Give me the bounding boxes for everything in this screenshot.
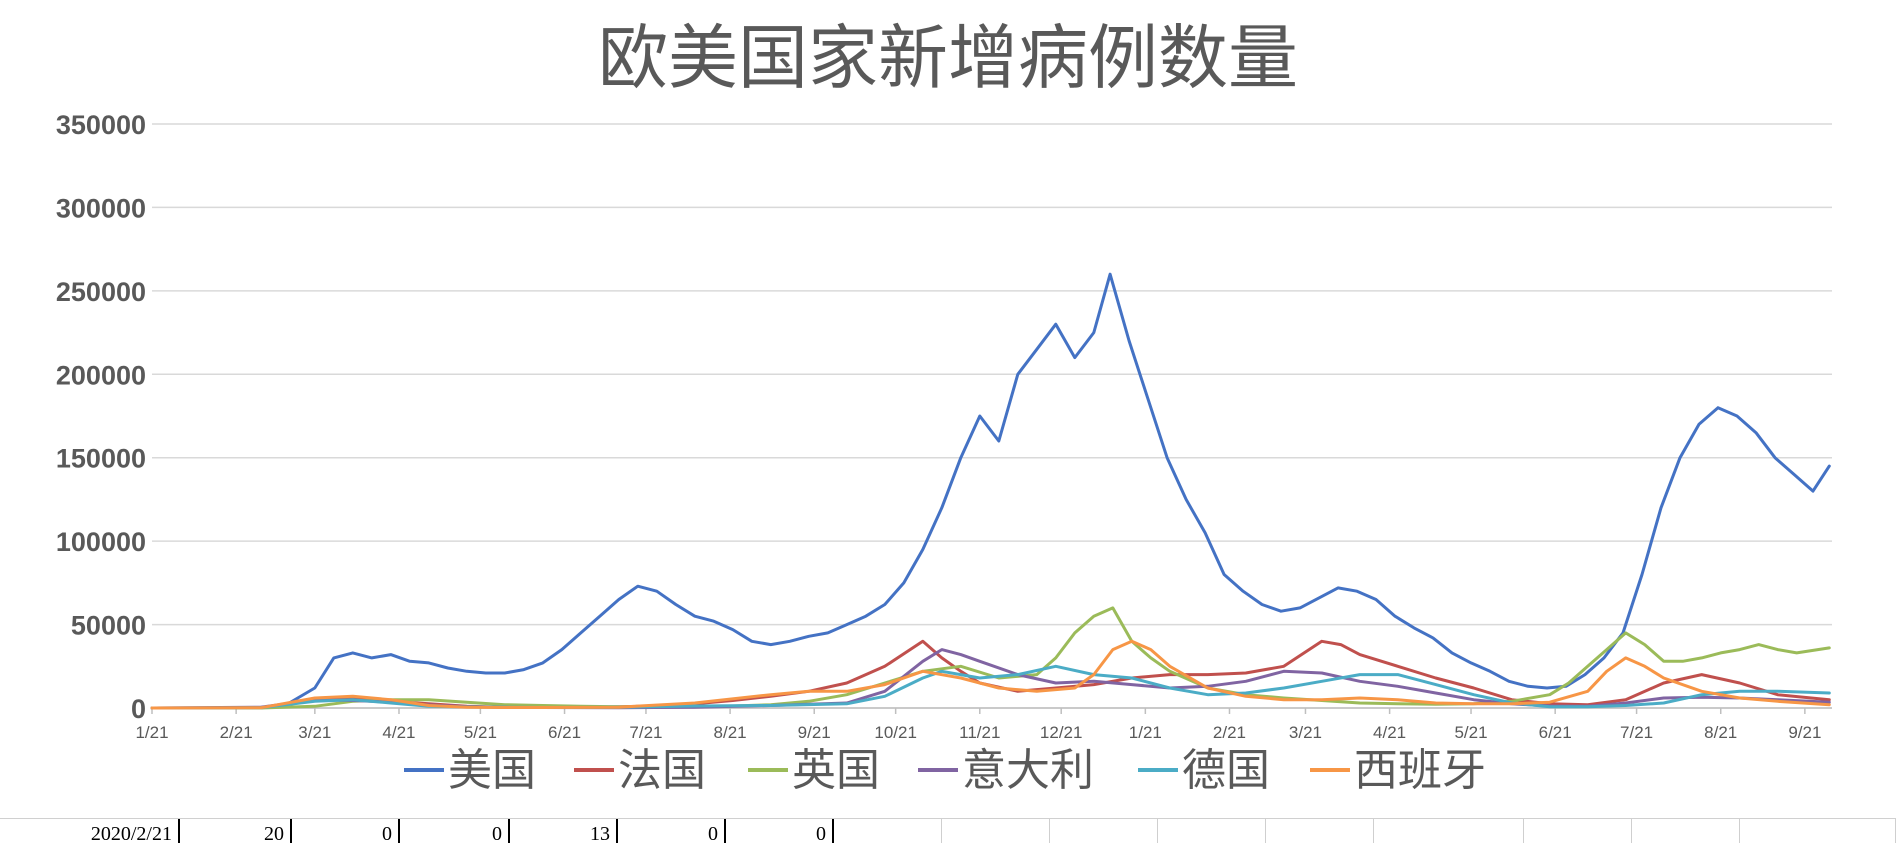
- x-tick-label: 2/21: [220, 723, 253, 742]
- legend-label: 美国: [448, 745, 536, 796]
- x-tick-label: 6/21: [1539, 723, 1572, 742]
- x-tick-label: 11/21: [959, 723, 1000, 742]
- y-tick-label: 350000: [56, 110, 146, 140]
- x-tick-label: 7/21: [1620, 723, 1653, 742]
- y-tick-label: 50000: [71, 611, 146, 641]
- legend-label: 德国: [1182, 745, 1270, 796]
- cell-value[interactable]: 13: [510, 819, 618, 845]
- cell-empty[interactable]: [834, 819, 942, 843]
- x-tick-label: 8/21: [1704, 723, 1737, 742]
- cell-empty[interactable]: [1050, 819, 1158, 843]
- y-tick-label: 250000: [56, 277, 146, 307]
- x-tick-label: 8/21: [714, 723, 747, 742]
- x-tick-label: 1/21: [1129, 723, 1162, 742]
- x-tick-label: 1/21: [135, 723, 168, 742]
- y-tick-label: 150000: [56, 444, 146, 474]
- chart-title: 欧美国家新增病例数量: [598, 17, 1298, 99]
- x-tick-label: 7/21: [629, 723, 662, 742]
- cell-empty[interactable]: [1266, 819, 1374, 843]
- series-line-5: [150, 639, 1831, 710]
- x-tick-label: 9/21: [1788, 723, 1821, 742]
- cell-value[interactable]: 0: [618, 819, 726, 845]
- legend-label: 意大利: [962, 745, 1094, 796]
- legend-label: 西班牙: [1354, 745, 1486, 796]
- gridlines: [152, 123, 1832, 709]
- x-tick-label: 10/21: [874, 723, 917, 742]
- cell-value[interactable]: 0: [726, 819, 834, 845]
- cell-value[interactable]: 0: [400, 819, 510, 845]
- cell-date[interactable]: 2020/2/21: [0, 819, 180, 845]
- spreadsheet-row: 2020/2/21 20 0 0 13 0 0: [0, 818, 1896, 845]
- y-axis: 0 50000 100000 150000 200000 250000 300000 3500…: [56, 110, 146, 724]
- cell-empty[interactable]: [1740, 819, 1896, 843]
- x-axis: 1/21 2/21 3/21 4/21 5/21 6/21 7/21 8/21 9/21 10/2…: [135, 707, 1832, 742]
- cell-empty[interactable]: [942, 819, 1050, 843]
- cell-value[interactable]: 20: [180, 819, 292, 845]
- x-tick-label: 4/21: [1373, 723, 1406, 742]
- x-tick-label: 2/21: [1213, 723, 1246, 742]
- cell-value[interactable]: 0: [292, 819, 400, 845]
- x-tick-label: 5/21: [464, 723, 497, 742]
- x-tick-label: 6/21: [548, 723, 581, 742]
- y-tick-label: 300000: [56, 193, 146, 223]
- cell-empty[interactable]: [1632, 819, 1740, 843]
- cell-empty[interactable]: [1158, 819, 1266, 843]
- y-tick-label: 100000: [56, 527, 146, 557]
- x-tick-label: 9/21: [798, 723, 831, 742]
- cell-empty[interactable]: [1524, 819, 1632, 843]
- x-tick-label: 12/21: [1040, 723, 1083, 742]
- x-tick-label: 3/21: [298, 723, 331, 742]
- legend-label: 法国: [618, 745, 706, 796]
- x-tick-label: 3/21: [1289, 723, 1322, 742]
- y-tick-label: 0: [131, 694, 146, 724]
- cell-empty[interactable]: [1374, 819, 1524, 843]
- series-lines: [150, 272, 1831, 710]
- x-tick-label: 4/21: [382, 723, 415, 742]
- y-tick-label: 200000: [56, 360, 146, 390]
- legend: 美国 法国 英国 意大利 德国 西班牙: [404, 745, 1486, 796]
- legend-label: 英国: [792, 745, 880, 796]
- x-tick-label: 5/21: [1454, 723, 1487, 742]
